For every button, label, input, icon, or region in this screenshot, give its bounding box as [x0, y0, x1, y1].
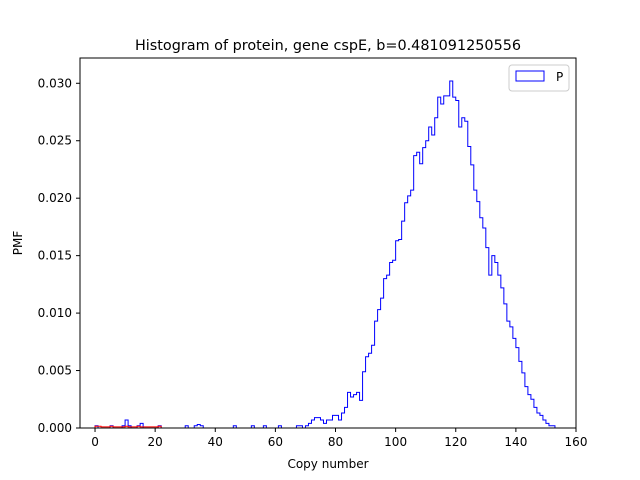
chart-title: Histogram of protein, gene cspE, b=0.481… — [135, 38, 521, 54]
series-layer — [94, 80, 561, 429]
y-tick-label: 0.030 — [38, 76, 72, 90]
x-tick-label: 60 — [268, 435, 283, 449]
y-tick-label: 0.010 — [38, 306, 72, 320]
y-axis-label: PMF — [11, 231, 25, 256]
x-tick-label: 40 — [208, 435, 223, 449]
y-tick-label: 0.015 — [38, 249, 72, 263]
x-axis-label: Copy number — [287, 457, 368, 471]
series-p-step — [94, 80, 561, 429]
x-tick-label: 0 — [91, 435, 99, 449]
x-tick-label: 160 — [565, 435, 588, 449]
x-tick-label: 100 — [384, 435, 407, 449]
axes-frame — [79, 57, 577, 429]
x-tick-label: 140 — [504, 435, 527, 449]
x-tick-label: 120 — [444, 435, 467, 449]
y-tick-label: 0.005 — [38, 364, 72, 378]
legend-swatch — [515, 70, 545, 82]
y-tick-label: 0.020 — [38, 191, 72, 205]
plot-area — [79, 57, 577, 429]
legend: P — [508, 64, 570, 92]
legend-label: P — [556, 70, 563, 84]
x-tick-label: 80 — [328, 435, 343, 449]
series-2-step — [94, 425, 162, 428]
x-axis: 0 20 40 60 80 100 120 140 160 — [91, 428, 587, 449]
y-tick-label: 0.000 — [38, 421, 72, 435]
x-tick-label: 20 — [148, 435, 163, 449]
y-axis: 0.000 0.005 0.010 0.015 0.020 0.025 0.030 — [38, 76, 80, 435]
y-tick-label: 0.025 — [38, 134, 72, 148]
